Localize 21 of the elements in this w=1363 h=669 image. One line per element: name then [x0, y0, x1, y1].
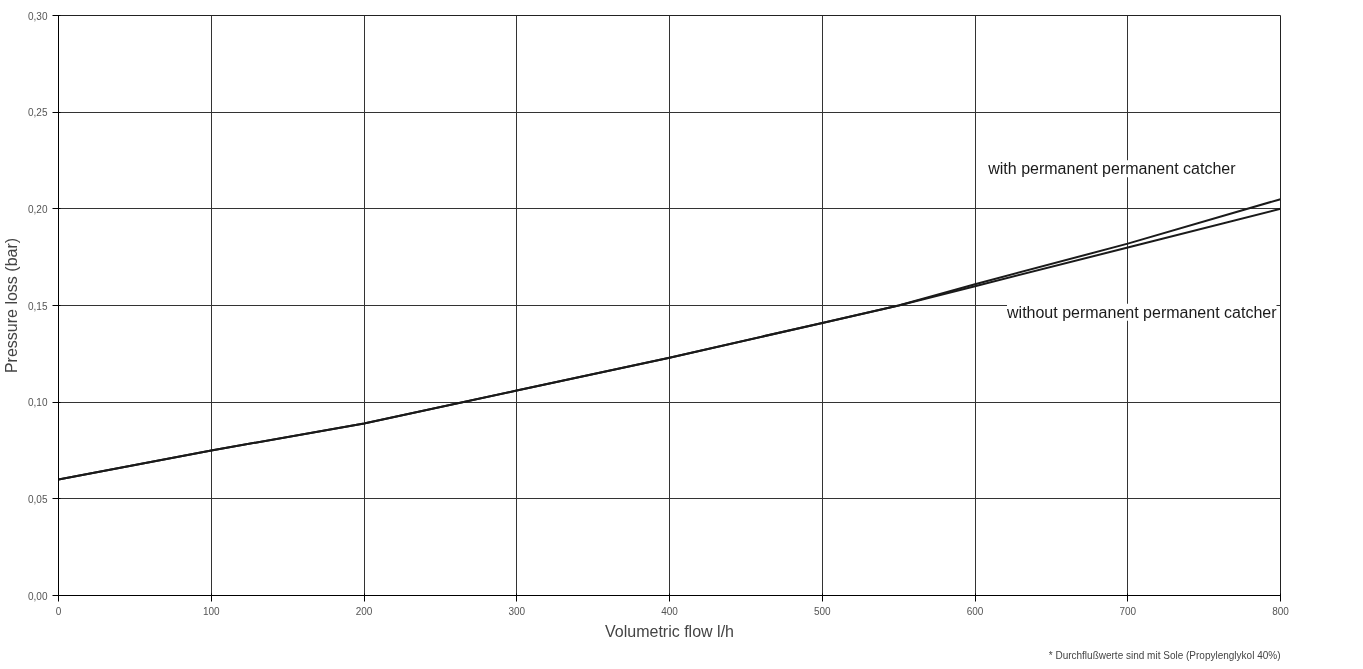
y-tick-label: 0,10	[28, 397, 48, 409]
y-tick-label: 0,30	[28, 10, 48, 22]
x-tick-label: 500	[813, 605, 832, 617]
y-tick-label: 0,05	[28, 493, 48, 505]
x-tick-label: 0	[55, 605, 62, 617]
x-tick-label: 800	[1272, 605, 1290, 617]
y-tick-label: 0,25	[28, 107, 48, 119]
x-tick-label: 100	[202, 605, 221, 617]
x-tick-label: 200	[355, 605, 373, 617]
text: * Durchflußwerte sind mit Sole (Propylenglykol 40%)	[1048, 649, 1281, 661]
x-tick-label: 300	[508, 605, 526, 617]
y-axis-title: Pressure loss (bar)	[3, 237, 21, 374]
y-tick-label: 0,20	[28, 203, 48, 215]
x-axis-title: Volumetric flow l/h	[605, 622, 734, 640]
y-tick-label: 0,00	[28, 590, 48, 602]
x-tick-label: 700	[1119, 605, 1137, 617]
x-tick-label: 400	[661, 605, 679, 617]
text: with permanent permanent catcher	[987, 160, 1237, 178]
x-tick-label: 600	[966, 605, 984, 617]
series-label: without permanent permanent catcher	[1006, 303, 1278, 321]
y-tick-label: 0,15	[28, 300, 48, 312]
